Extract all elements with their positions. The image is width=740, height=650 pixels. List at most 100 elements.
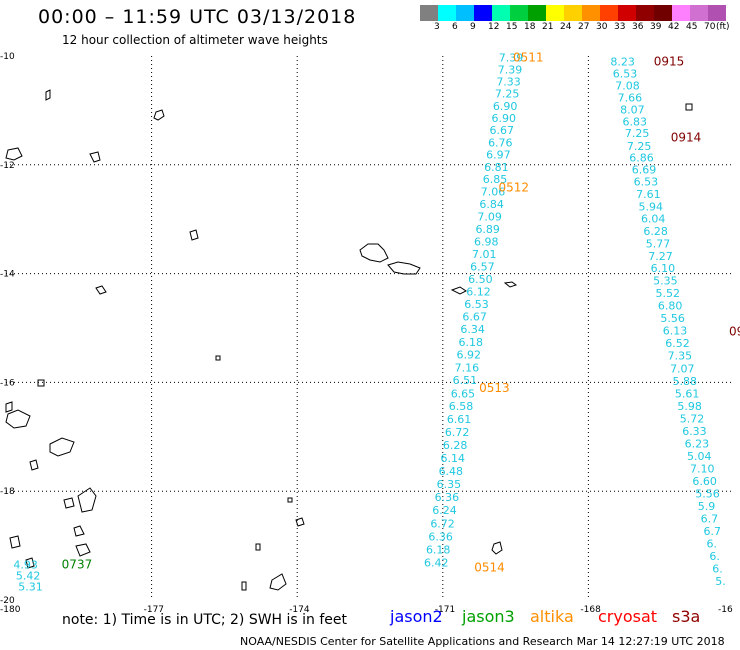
colorbar-label: 3 [434,22,440,32]
island-small-5 [89,151,101,163]
wave-height-value: 7.01 [472,248,497,261]
colorbar-swatch [420,5,438,21]
island-small-4 [45,89,51,101]
lat-tick-label: -12 [0,161,15,171]
island-small-7 [685,103,693,111]
colorbar-swatch [528,5,546,21]
colorbar-swatch [690,5,708,21]
map-subtitle: 12 hour collection of altimeter wave hei… [62,33,328,47]
colorbar-swatch [654,5,672,21]
wave-height-value: 7.06 [481,185,506,198]
wave-height-value: 5.77 [646,238,671,251]
wave-height-value: 7.09 [477,210,502,223]
colorbar-swatch [582,5,600,21]
wave-height-value: 6.36 [435,491,460,504]
colorbar-swatch [438,5,456,21]
wave-height-value: 4.93 [13,559,38,572]
colorbar-unit: (ft) [716,22,730,32]
wave-height-value: 6.72 [430,517,455,530]
colorbar-label: 6 [452,22,458,32]
wave-height-value: 6.67 [462,311,487,324]
island-tonga-1 [295,517,305,527]
satellite-jason3: jason3 [462,607,515,626]
wave-height-value: 6.60 [692,475,717,488]
wave-height-colorbar [420,5,726,21]
wave-height-value: 6.24 [432,504,457,517]
wave-height-value: 7.08 [615,79,640,92]
island-small-9 [215,355,221,361]
wave-height-value: 6.65 [451,387,476,400]
colorbar-label: 39 [650,22,662,32]
wave-height-value: 5.72 [680,412,705,425]
wave-height-value: 6. [706,537,717,550]
wave-height-value: 6.89 [475,223,500,236]
island-tutuila [450,286,467,295]
wave-height-value: 8.23 [610,55,635,68]
track-0511: 7.397.397.337.256.906.906.676.766.976.81… [424,51,544,575]
colorbar-label: 33 [614,22,626,32]
wave-height-value: 6.51 [453,374,478,387]
pass-time-label: 0512 [498,181,529,195]
colorbar-swatch [474,5,492,21]
colorbar-swatch [456,5,474,21]
lon-tick-label: -16 [718,605,733,615]
colorbar-label: 36 [632,22,644,32]
lat-tick-label: -18 [0,487,15,497]
pass-time-label: 0514 [474,560,505,574]
island-small-2 [189,229,199,241]
wave-height-value: 6.33 [682,425,707,438]
islands [5,89,693,591]
wave-height-value: 6.42 [424,556,449,569]
wave-height-value: 6.14 [441,452,466,465]
lon-tick-label: -168 [580,605,601,615]
colorbar-label: 15 [506,22,518,32]
lat-tick-label: -20 [0,596,15,606]
wave-height-value: 6.97 [486,148,511,161]
wave-height-value: 8.07 [620,103,645,116]
island-fiji-1 [5,409,31,429]
wave-height-value: 6.61 [447,413,472,426]
wave-height-value: 5.35 [653,275,678,288]
wave-height-value: 7.10 [690,462,715,475]
wave-height-value: 6.12 [466,286,491,299]
wave-height-value: 7.25 [627,140,652,153]
wave-height-value: 6.28 [443,439,468,452]
wave-height-value: 6.69 [632,164,657,177]
wave-height-value: 7.35 [668,350,693,363]
colorbar-swatch [672,5,690,21]
wave-height-value: 6.10 [651,262,676,275]
wave-height-value: 6.50 [468,273,493,286]
wave-height-value: 6. [709,550,720,563]
island-tonga-4 [255,543,261,551]
wave-height-value: 7.25 [495,88,520,101]
wave-height-value: 6.85 [483,173,508,186]
island-tonga-5 [287,497,293,503]
wave-height-value: 6.67 [490,124,515,137]
wave-height-value: 5.98 [677,400,702,413]
island-small-8 [491,541,503,555]
track-0737: 4.935.425.31 0737 [13,558,92,594]
wave-height-value: 5.42 [16,570,41,583]
wave-height-value: 6.18 [458,336,483,349]
wave-height-value: 6.35 [437,478,462,491]
lat-tick-label: -10 [0,52,15,62]
colorbar-swatch [600,5,618,21]
wave-height-value: 5. [715,575,726,588]
wave-height-value: 6.48 [439,465,464,478]
wave-height-value: 6.86 [629,152,654,165]
pass-time-label: 0914 [671,131,702,145]
wave-height-value: 6.53 [464,298,489,311]
island-fiji-3 [5,401,13,413]
units-note: note: 1) Time is in UTC; 2) SWH is in fe… [62,612,348,628]
wave-height-value: 5.56 [695,487,720,500]
wave-height-value: 5.56 [660,312,685,325]
colorbar-swatch [636,5,654,21]
wave-height-value: 7.25 [625,127,650,140]
satellite-cryosat: cryosat [598,607,658,626]
wave-height-value: 7.16 [455,362,480,375]
island-small-6 [5,147,23,161]
wave-height-value: 7.39 [498,64,523,77]
colorbar-label: 27 [578,22,590,32]
colorbar-label: 24 [560,22,572,32]
